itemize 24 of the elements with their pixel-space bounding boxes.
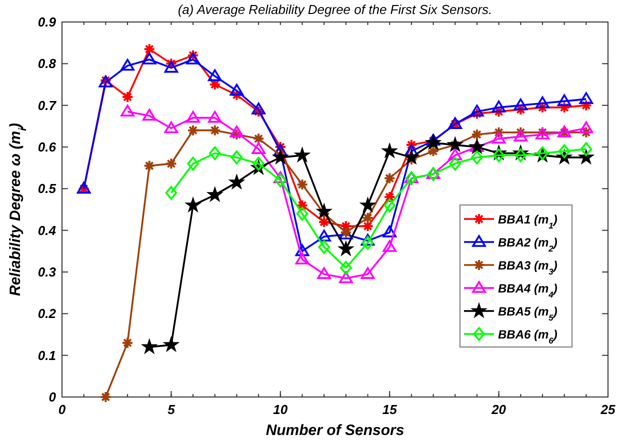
y-tick-label: 0.5	[38, 181, 57, 196]
x-tick-label: 5	[168, 402, 176, 417]
chart-title: (a) Average Reliability Degree of the First Six Sensors.	[178, 2, 492, 17]
legend-label: BBA1 (m$_{1}$)	[498, 212, 558, 230]
legend-label: BBA3 (m$_{3}$)	[498, 258, 558, 276]
y-tick-label: 0.4	[38, 222, 57, 238]
legend-label: BBA5 (m$_{5}$)	[498, 304, 558, 322]
y-tick-label: 0.1	[38, 348, 56, 363]
legend-label: BBA6 (m$_{6}$)	[498, 328, 558, 346]
x-tick-label: 20	[490, 402, 507, 417]
y-tick-label: 0.2	[38, 306, 57, 322]
x-tick-label: 0	[58, 402, 66, 417]
x-tick-label: 15	[382, 402, 398, 417]
y-tick-label: 0	[48, 390, 57, 404]
x-tick-label: 25	[600, 402, 616, 417]
y-tick-label: 0.8	[38, 56, 57, 72]
legend-label: BBA2 (m$_{2}$)	[498, 236, 558, 254]
y-tick-label: 0.7	[38, 98, 57, 113]
y-tick-label: 0.9	[38, 14, 57, 30]
legend-label: BBA4 (m$_{4}$)	[498, 282, 558, 300]
y-tick-label: 0.6	[38, 140, 57, 154]
x-tick-label: 10	[273, 402, 288, 417]
y-tick-label: 0.3	[38, 264, 57, 280]
x-axis-title: Number of Sensors	[266, 422, 404, 439]
